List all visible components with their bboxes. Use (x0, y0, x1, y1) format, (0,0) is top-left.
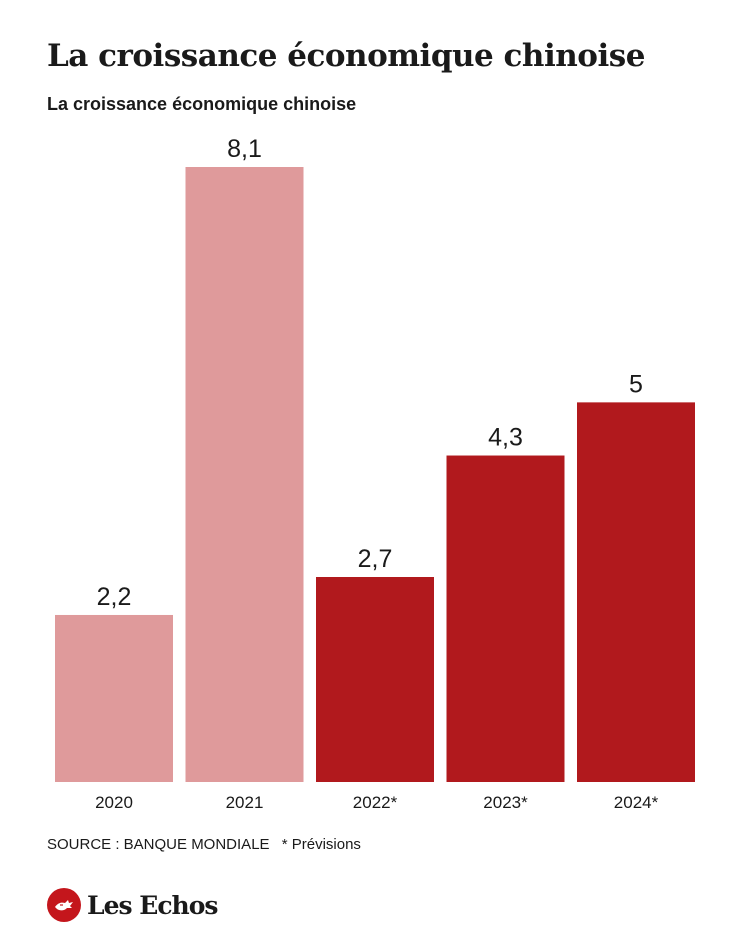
data-label-2022: 2,7 (358, 545, 393, 573)
bar-2021 (185, 167, 304, 782)
chart-footer: SOURCE : BANQUE MONDIALE * Prévisions (47, 836, 361, 853)
brand-logo: Les Echos (47, 888, 218, 922)
data-label-2020: 2,2 (97, 583, 132, 611)
bar-2024 (577, 402, 695, 782)
x-tick-label-2024: 2024* (614, 793, 659, 812)
x-tick-label-2020: 2020 (95, 793, 133, 812)
les-echos-emblem-icon (47, 888, 81, 922)
x-tick-label-2023: 2023* (483, 793, 528, 812)
data-label-2024: 5 (629, 370, 643, 398)
forecast-note: * Prévisions (281, 836, 361, 853)
brand-name: Les Echos (87, 890, 218, 920)
bar-2023 (446, 455, 565, 782)
chart-title: La croissance économique chinoise (47, 38, 645, 74)
data-label-2023: 4,3 (488, 424, 523, 452)
bar-chart: 2,2 2020 8,1 2021 2,7 2022* 4,3 2023* 5 2024* (55, 135, 695, 812)
x-tick-label-2021: 2021 (226, 793, 264, 812)
data-label-2021: 8,1 (227, 135, 262, 163)
bar-2022 (316, 577, 434, 782)
source-note: SOURCE : BANQUE MONDIALE (47, 836, 270, 853)
chart-subtitle: La croissance économique chinoise (47, 94, 357, 114)
bar-2020 (55, 614, 173, 782)
x-tick-label-2022: 2022* (353, 793, 398, 812)
